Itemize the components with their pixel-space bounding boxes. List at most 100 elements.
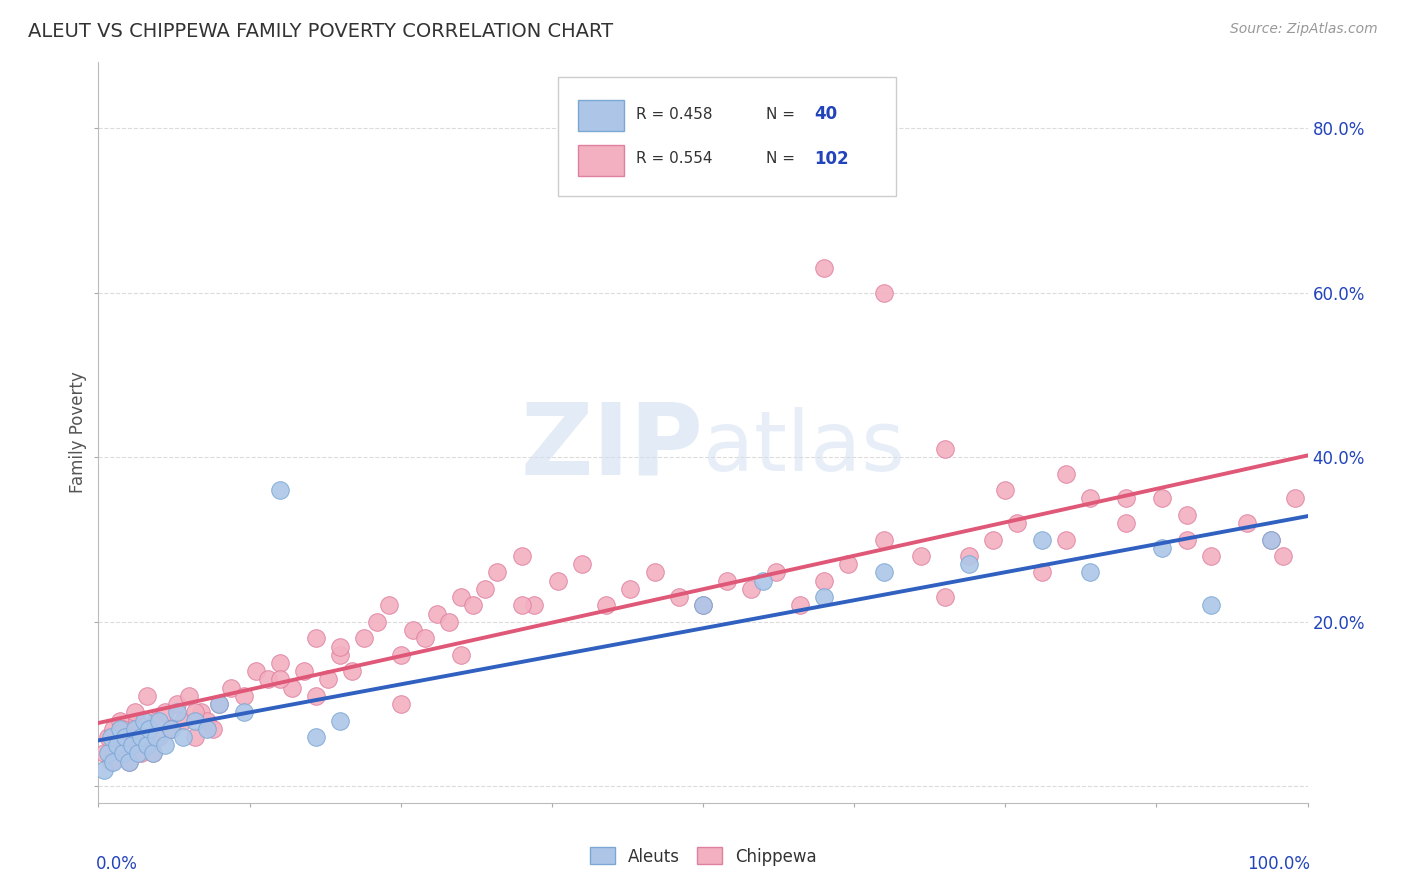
Point xyxy=(957,549,980,563)
Point xyxy=(269,673,291,687)
Point xyxy=(114,730,136,744)
Point xyxy=(93,747,115,761)
Point xyxy=(1054,533,1077,547)
Point xyxy=(208,697,231,711)
Point xyxy=(292,664,315,678)
Point xyxy=(124,738,146,752)
Point xyxy=(269,656,291,670)
Point xyxy=(1272,549,1295,563)
Point xyxy=(510,599,533,613)
Point xyxy=(1199,549,1222,563)
Point xyxy=(752,574,775,588)
Y-axis label: Family Poverty: Family Poverty xyxy=(69,372,87,493)
Point xyxy=(910,549,932,563)
Point xyxy=(256,673,278,687)
Point xyxy=(1260,533,1282,547)
Point xyxy=(172,714,194,728)
Point xyxy=(108,714,131,728)
Point xyxy=(1260,533,1282,547)
Point xyxy=(93,763,115,777)
Point xyxy=(873,285,896,300)
Point xyxy=(619,582,641,596)
Point xyxy=(1031,533,1053,547)
Point xyxy=(129,730,152,744)
Point xyxy=(127,714,149,728)
Point xyxy=(245,664,267,678)
Point xyxy=(1115,491,1137,506)
Point xyxy=(1175,533,1198,547)
FancyBboxPatch shape xyxy=(558,78,897,195)
Point xyxy=(402,623,425,637)
Point xyxy=(486,566,509,580)
Point xyxy=(1054,467,1077,481)
Point xyxy=(595,599,617,613)
Point xyxy=(114,730,136,744)
Text: R = 0.458: R = 0.458 xyxy=(637,107,713,122)
Point xyxy=(305,730,328,744)
Point xyxy=(134,714,156,728)
Point xyxy=(813,590,835,604)
Point xyxy=(108,722,131,736)
Point xyxy=(873,533,896,547)
Point xyxy=(765,566,787,580)
Point xyxy=(190,706,212,720)
Point xyxy=(127,747,149,761)
Point xyxy=(97,730,120,744)
Point xyxy=(101,722,124,736)
Point xyxy=(305,689,328,703)
Point xyxy=(160,722,183,736)
Point xyxy=(145,714,167,728)
Point xyxy=(342,664,364,678)
Text: Source: ZipAtlas.com: Source: ZipAtlas.com xyxy=(1230,22,1378,37)
Point xyxy=(101,755,124,769)
Point xyxy=(121,738,143,752)
Point xyxy=(450,590,472,604)
Point xyxy=(1284,491,1306,506)
Point xyxy=(269,483,291,498)
Point xyxy=(179,689,201,703)
Point xyxy=(305,632,328,646)
Point xyxy=(426,607,449,621)
Point xyxy=(934,442,956,456)
Point xyxy=(437,615,460,629)
Point xyxy=(716,574,738,588)
Point xyxy=(1152,541,1174,555)
Point xyxy=(1199,599,1222,613)
Point xyxy=(789,599,811,613)
Point xyxy=(195,714,218,728)
Point xyxy=(389,697,412,711)
Point xyxy=(281,681,304,695)
Point xyxy=(316,673,339,687)
Point xyxy=(329,640,352,654)
Point xyxy=(813,261,835,276)
Text: atlas: atlas xyxy=(703,407,904,488)
Point xyxy=(118,755,141,769)
Point xyxy=(463,599,485,613)
FancyBboxPatch shape xyxy=(578,145,624,176)
Text: ALEUT VS CHIPPEWA FAMILY POVERTY CORRELATION CHART: ALEUT VS CHIPPEWA FAMILY POVERTY CORRELA… xyxy=(28,22,613,41)
Point xyxy=(873,566,896,580)
Point xyxy=(124,706,146,720)
Point xyxy=(118,755,141,769)
Point xyxy=(100,730,122,744)
Point xyxy=(571,558,593,572)
Point xyxy=(153,706,176,720)
Point xyxy=(1152,491,1174,506)
Text: 102: 102 xyxy=(814,150,849,168)
Point xyxy=(142,747,165,761)
Point xyxy=(135,738,157,752)
Point xyxy=(692,599,714,613)
Point xyxy=(129,747,152,761)
Text: R = 0.554: R = 0.554 xyxy=(637,151,713,166)
Point xyxy=(1078,491,1101,506)
Point xyxy=(166,697,188,711)
Text: ZIP: ZIP xyxy=(520,399,703,496)
Point xyxy=(994,483,1017,498)
Point xyxy=(138,722,160,736)
Point xyxy=(208,697,231,711)
Point xyxy=(160,722,183,736)
Point xyxy=(202,722,225,736)
Point xyxy=(644,566,666,580)
Point xyxy=(145,730,167,744)
Point xyxy=(981,533,1004,547)
